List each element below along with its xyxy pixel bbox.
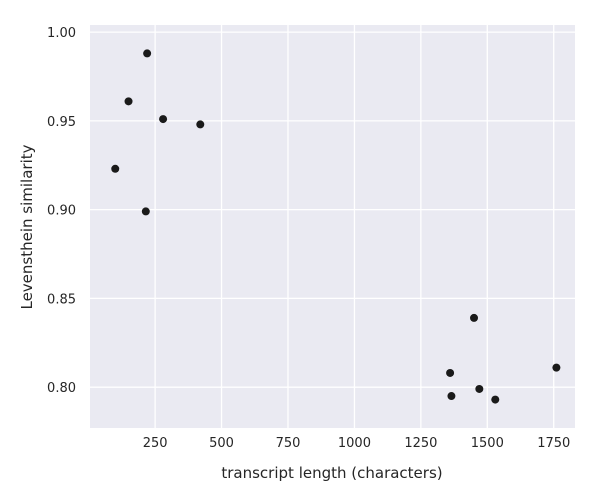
- data-points: [111, 49, 561, 404]
- plot-area: [90, 25, 575, 428]
- scatter-point: [124, 97, 133, 106]
- scatter-point: [552, 363, 561, 372]
- x-tick-label: 1250: [404, 436, 437, 451]
- scatter-point: [159, 115, 168, 124]
- x-axis-label: transcript length (characters): [221, 464, 442, 482]
- x-tick-label: 250: [143, 436, 168, 451]
- x-tick-label: 1000: [338, 436, 371, 451]
- x-tick-label: 500: [209, 436, 234, 451]
- scatter-point: [141, 207, 150, 216]
- y-tick-label: 0.80: [47, 381, 76, 396]
- scatter-point: [491, 395, 500, 404]
- x-tick-label: 1500: [471, 436, 504, 451]
- y-tick-label: 0.85: [47, 292, 76, 307]
- y-grid-lines: [90, 31, 575, 388]
- x-tick-labels: 250 500 750 1000 1250 1500 1750: [143, 436, 571, 451]
- scatter-point: [196, 120, 205, 129]
- scatter-point: [475, 384, 484, 393]
- x-tick-label: 750: [276, 436, 301, 451]
- x-grid-lines: [154, 25, 555, 428]
- y-tick-label: 0.95: [47, 115, 76, 130]
- scatter-point: [446, 368, 455, 377]
- y-tick-labels: 0.80 0.85 0.90 0.95 1.00: [47, 26, 76, 396]
- scatter-point: [143, 49, 152, 58]
- y-axis-label: Levensthein similarity: [18, 144, 36, 309]
- scatter-point: [470, 313, 479, 322]
- scatter-point: [111, 164, 120, 173]
- x-tick-label: 1750: [537, 436, 570, 451]
- scatter-point: [447, 392, 456, 401]
- y-tick-label: 0.90: [47, 204, 76, 219]
- y-tick-label: 1.00: [47, 26, 76, 41]
